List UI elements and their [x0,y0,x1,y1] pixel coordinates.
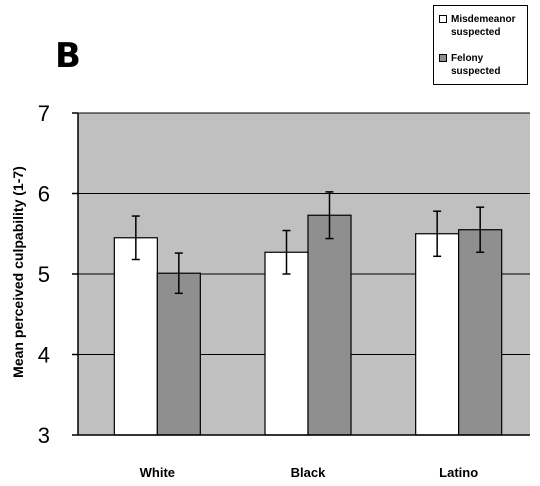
y-tick-label-5: 5 [38,262,50,287]
axes [72,112,530,436]
legend-label-felony: Felony suspected [451,53,501,77]
y-tick-label-6: 6 [38,182,50,207]
y-axis-label: Mean perceived culpability (1-7) [10,166,26,378]
bars [113,214,503,436]
bar-black-felony [307,214,352,436]
y-tick-labels: 3 4 5 6 7 [38,101,50,448]
bar-latino-felony [458,229,503,436]
x-category-labels: White Black Latino [140,465,479,480]
x-category-label-black: Black [291,465,326,480]
y-tick-label-3: 3 [38,423,50,448]
x-category-label-latino: Latino [439,465,478,480]
y-tick-label-7: 7 [38,101,50,126]
panel-label: B [55,36,81,76]
x-category-label-white: White [140,465,175,480]
legend: Misdemeanor suspected Felony suspected [433,5,528,85]
y-tick-label-4: 4 [38,343,50,368]
error-bars [131,191,485,295]
bar-white-misdemeanor [113,237,158,436]
bar-latino-misdemeanor [415,233,460,436]
legend-swatch-felony [439,54,447,62]
legend-swatch-misdemeanor [439,15,447,23]
bar-black-misdemeanor [264,251,309,436]
legend-label-misdemeanor: Misdemeanor suspected [451,14,516,38]
bar-white-felony [156,272,201,436]
